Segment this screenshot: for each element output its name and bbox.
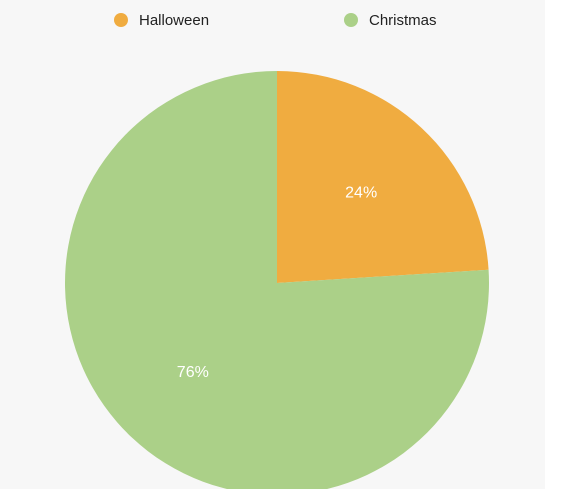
chart-legend: Halloween Christmas: [0, 8, 545, 34]
legend-item-halloween[interactable]: Halloween: [114, 10, 209, 30]
pie-slice-christmas[interactable]: [65, 71, 489, 489]
chart-panel: Halloween Christmas 24% 76%: [0, 8, 545, 489]
pie-slice-halloween[interactable]: [277, 71, 489, 283]
slice-label-christmas: 76%: [177, 364, 209, 381]
slice-label-halloween: 24%: [345, 185, 377, 202]
legend-swatch-christmas: [344, 13, 358, 27]
legend-label-halloween: Halloween: [139, 11, 210, 29]
legend-label-christmas: Christmas: [369, 11, 437, 29]
pie-slice-labels: 24% 76%: [177, 185, 377, 381]
legend-item-christmas[interactable]: Christmas: [344, 10, 437, 30]
legend-swatch-halloween: [114, 13, 128, 27]
pie-chart: 24% 76%: [65, 71, 489, 489]
pie-slices: [65, 71, 489, 489]
